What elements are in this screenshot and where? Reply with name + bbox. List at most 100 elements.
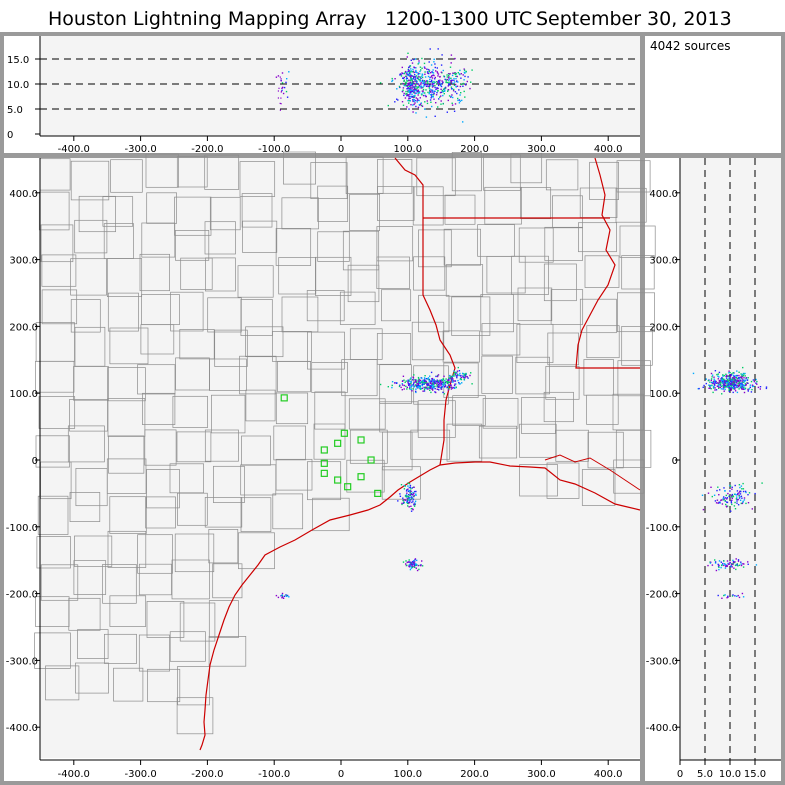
vhf-source-point [743,563,745,565]
vhf-source-point [733,379,735,381]
vhf-source-point [437,374,440,376]
vhf-source-point [435,102,437,104]
vhf-source-point [450,88,453,90]
vhf-source-point [457,97,459,100]
vhf-source-point [734,484,736,487]
vhf-source-point [722,374,724,376]
vhf-source-point [404,381,406,383]
vhf-source-point [411,493,413,496]
vhf-source-point [421,383,424,386]
county-outline [204,497,243,528]
county-outline [241,193,273,228]
vhf-source-point [280,595,282,597]
vhf-source-point [728,495,731,498]
county-outline [245,326,284,358]
vhf-source-point [440,379,443,381]
plan-y-tick-label: -300.0 [6,656,38,667]
vhf-source-point [413,382,415,384]
vhf-source-point [741,382,743,384]
county-outline [107,398,146,437]
vhf-source-point [422,379,424,382]
vhf-source-point [410,382,412,385]
vhf-source-point [436,67,438,69]
vhf-source-point [734,564,737,567]
vhf-source-point [444,86,447,89]
vhf-source-point [413,386,415,388]
vhf-source-point [460,92,462,94]
vhf-source-point [437,380,439,382]
vhf-source-point [426,83,429,86]
vhf-source-point [442,81,444,83]
vhf-source-point [410,77,412,79]
vhf-source-point [426,100,428,102]
vhf-source-point [408,502,411,504]
vhf-source-point [401,66,403,69]
vhf-source-point [415,105,417,108]
vhf-source-point [403,379,405,381]
vhf-source-point [409,380,411,382]
vhf-source-point [417,83,420,85]
vhf-source-point [275,594,278,597]
vhf-source-point [740,564,743,567]
vhf-source-point [405,78,408,80]
vhf-source-point [408,83,410,85]
vhf-source-point [412,498,415,500]
vhf-source-point [411,91,413,93]
vhf-source-point [403,384,405,387]
vhf-source-point [420,77,422,79]
vhf-source-point [403,80,405,82]
vhf-source-point [740,386,742,388]
lma-station-marker [374,489,382,497]
vhf-source-point [724,594,726,596]
county-outline [208,600,239,638]
vhf-source-point [443,75,445,77]
vhf-source-point [440,384,442,386]
vhf-source-point [459,94,461,96]
vhf-source-point [743,377,745,379]
vhf-source-point [281,72,284,74]
county-outline [40,224,74,263]
vhf-source-point [714,559,716,561]
vhf-source-point [724,567,727,569]
vhf-source-point [761,482,763,484]
county-outline [418,229,452,268]
vhf-source-point [405,83,408,85]
vhf-source-point [415,69,417,72]
vhf-source-point [413,76,415,78]
vhf-source-point [443,382,445,384]
vhf-source-point [463,375,466,377]
vhf-source-point [424,67,426,69]
county-outline [113,667,144,702]
vhf-source-point [449,73,451,75]
vhf-source-point [429,85,431,87]
vhf-source-point [714,382,716,384]
vhf-source-point [714,381,717,383]
vhf-source-point [417,90,420,92]
vhf-source-point [460,83,463,86]
county-outline [38,396,76,429]
vhf-source-point [407,74,409,77]
vhf-source-point [401,101,404,103]
side-y-tick-label: 400.0 [649,189,678,200]
vhf-source-point [462,121,464,123]
vhf-source-point [421,74,424,76]
vhf-source-point [462,85,464,87]
vhf-source-point [729,387,731,389]
vhf-source-point [407,87,409,89]
vhf-source-point [423,377,426,379]
vhf-source-point [714,384,716,386]
vhf-source-point [415,112,417,114]
vhf-source-point [440,95,442,97]
vhf-source-point [742,490,745,493]
vhf-source-point [718,376,720,378]
vhf-source-point [727,596,729,598]
side-y-tick-label: 100.0 [649,389,678,400]
vhf-source-point [412,77,415,80]
vhf-source-point [737,379,740,382]
vhf-source-point [738,564,741,566]
vhf-source-point [460,77,462,79]
vhf-source-point [414,76,416,78]
vhf-source-point [432,96,434,98]
vhf-source-point [756,380,758,383]
vhf-source-point [731,495,733,497]
